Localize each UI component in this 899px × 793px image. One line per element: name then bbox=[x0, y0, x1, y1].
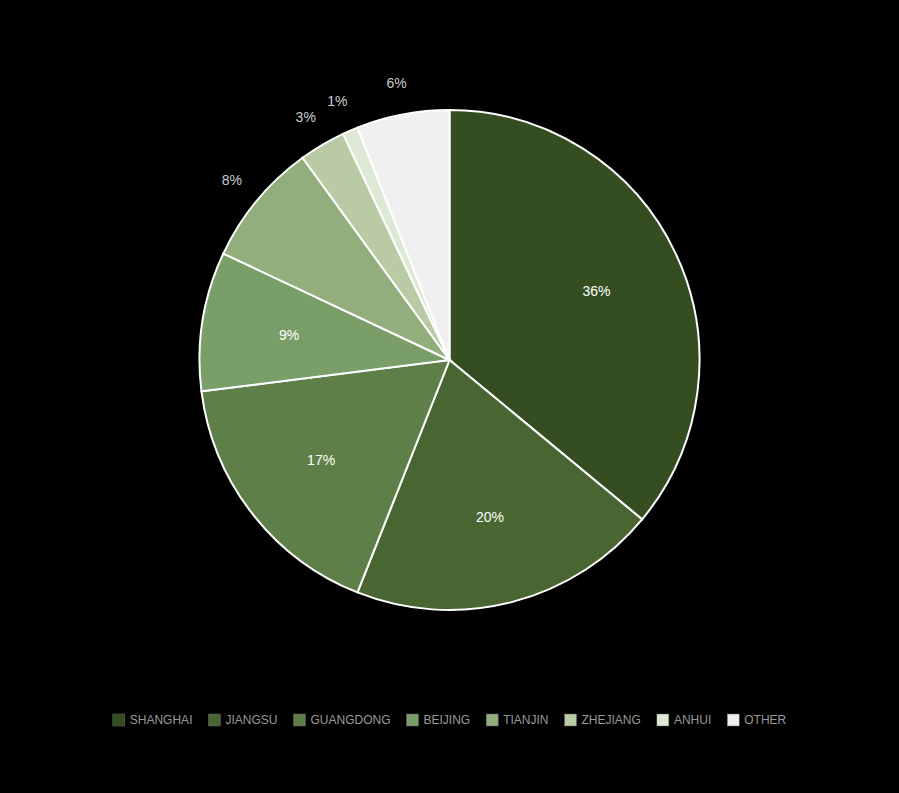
legend-swatch bbox=[293, 714, 305, 726]
data-label: 3% bbox=[296, 109, 316, 125]
legend-item: JIANGSU bbox=[208, 713, 277, 727]
pie-slice bbox=[201, 360, 449, 592]
data-label: 17% bbox=[307, 452, 335, 468]
legend-item: ANHUI bbox=[657, 713, 711, 727]
legend-label: ZHEJIANG bbox=[582, 713, 641, 727]
legend-item: TIANJIN bbox=[486, 713, 548, 727]
data-label: 9% bbox=[279, 327, 299, 343]
legend-swatch bbox=[565, 714, 577, 726]
legend-label: TIANJIN bbox=[503, 713, 548, 727]
data-label: 8% bbox=[222, 172, 242, 188]
legend-label: GUANGDONG bbox=[310, 713, 390, 727]
legend: SHANGHAI JIANGSU GUANGDONG BEIJING TIANJIN ZH… bbox=[113, 713, 787, 727]
data-label: 1% bbox=[327, 93, 347, 109]
data-label: 20% bbox=[476, 509, 504, 525]
legend-swatch bbox=[113, 714, 125, 726]
legend-swatch bbox=[407, 714, 419, 726]
data-label: 6% bbox=[386, 75, 406, 91]
pie bbox=[199, 110, 699, 610]
legend-item: BEIJING bbox=[407, 713, 471, 727]
chart: 36% 20% 17% 9% 8% 3% 1% 6% SHANGHAI JIANGSU GUANGD… bbox=[0, 0, 899, 793]
legend-item: GUANGDONG bbox=[293, 713, 390, 727]
legend-item: ZHEJIANG bbox=[565, 713, 641, 727]
legend-label: JIANGSU bbox=[225, 713, 277, 727]
legend-label: BEIJING bbox=[424, 713, 471, 727]
legend-label: ANHUI bbox=[674, 713, 711, 727]
legend-label: OTHER bbox=[744, 713, 786, 727]
data-label: 36% bbox=[583, 283, 611, 299]
legend-item: OTHER bbox=[727, 713, 786, 727]
background bbox=[0, 0, 899, 793]
legend-swatch bbox=[208, 714, 220, 726]
legend-swatch bbox=[486, 714, 498, 726]
legend-label: SHANGHAI bbox=[130, 713, 193, 727]
legend-swatch bbox=[657, 714, 669, 726]
legend-swatch bbox=[727, 714, 739, 726]
legend-item: SHANGHAI bbox=[113, 713, 193, 727]
pie-slice bbox=[357, 110, 449, 360]
data-labels: 36% 20% 17% 9% 8% 3% 1% 6% bbox=[222, 75, 611, 526]
